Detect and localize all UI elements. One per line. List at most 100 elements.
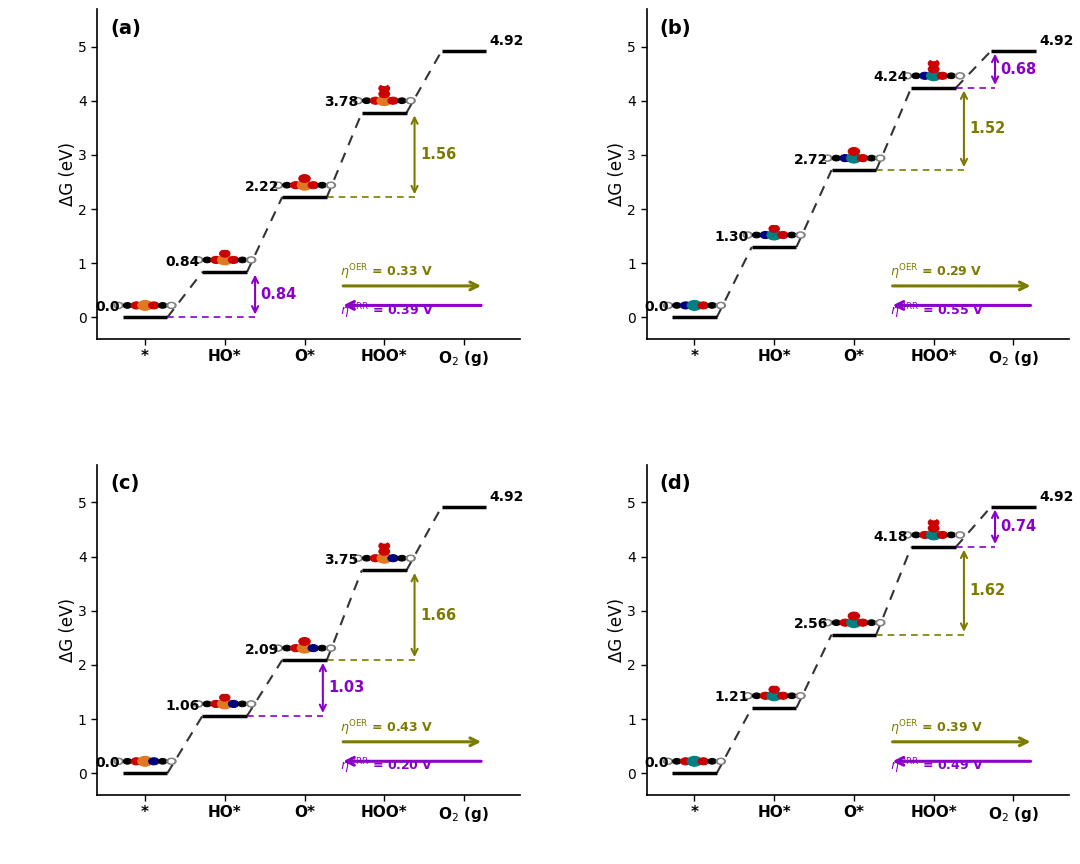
Circle shape (138, 301, 152, 310)
Circle shape (408, 556, 413, 560)
Circle shape (707, 302, 716, 308)
Circle shape (743, 232, 753, 238)
Text: $\eta^{\mathrm{ORR}}$ = 0.39 V: $\eta^{\mathrm{ORR}}$ = 0.39 V (340, 301, 434, 321)
Circle shape (166, 302, 176, 308)
Y-axis label: ΔG (eV): ΔG (eV) (58, 598, 77, 662)
Circle shape (239, 701, 246, 707)
Circle shape (769, 226, 780, 232)
Circle shape (408, 99, 413, 102)
Circle shape (318, 182, 326, 188)
Circle shape (947, 73, 956, 79)
Circle shape (388, 555, 399, 562)
Circle shape (665, 759, 671, 763)
Circle shape (159, 302, 166, 308)
Circle shape (778, 232, 788, 238)
Circle shape (778, 692, 788, 699)
Circle shape (283, 182, 291, 188)
Circle shape (291, 645, 301, 651)
Circle shape (355, 99, 360, 102)
Circle shape (388, 97, 399, 105)
Circle shape (138, 756, 152, 766)
Circle shape (956, 73, 964, 79)
Circle shape (328, 184, 334, 187)
Circle shape (903, 531, 912, 538)
Circle shape (131, 758, 141, 765)
Circle shape (355, 556, 360, 560)
Circle shape (928, 524, 939, 532)
Circle shape (308, 181, 319, 188)
Text: (d): (d) (659, 474, 691, 493)
Circle shape (753, 232, 760, 238)
Text: (c): (c) (110, 474, 139, 493)
Circle shape (221, 245, 228, 250)
Circle shape (297, 643, 312, 653)
Text: 2.56: 2.56 (794, 618, 828, 632)
Circle shape (707, 759, 716, 764)
Circle shape (379, 85, 390, 92)
Circle shape (716, 302, 726, 308)
Text: (a): (a) (110, 18, 140, 37)
Circle shape (928, 519, 939, 526)
Circle shape (718, 759, 724, 763)
Circle shape (840, 619, 850, 626)
Circle shape (912, 73, 920, 79)
Circle shape (377, 553, 392, 563)
Text: 1.30: 1.30 (714, 230, 748, 244)
Circle shape (771, 220, 778, 225)
Circle shape (406, 555, 416, 562)
Circle shape (920, 531, 930, 538)
Text: 1.06: 1.06 (165, 699, 200, 713)
Circle shape (769, 686, 780, 693)
Circle shape (927, 71, 941, 80)
Circle shape (273, 182, 283, 188)
Circle shape (848, 148, 860, 156)
Circle shape (760, 692, 770, 699)
Circle shape (397, 556, 406, 561)
Circle shape (353, 98, 363, 104)
Circle shape (847, 618, 861, 627)
Text: $\eta^{\mathrm{ORR}}$ = 0.20 V: $\eta^{\mathrm{ORR}}$ = 0.20 V (340, 757, 434, 777)
Circle shape (308, 645, 319, 651)
Circle shape (937, 73, 947, 79)
Circle shape (833, 156, 840, 161)
Circle shape (291, 181, 301, 188)
Circle shape (328, 646, 334, 650)
Circle shape (217, 699, 232, 708)
Circle shape (876, 619, 885, 626)
Circle shape (928, 60, 939, 67)
Circle shape (771, 681, 778, 685)
Circle shape (928, 66, 939, 73)
Text: 0.84: 0.84 (165, 255, 200, 269)
Circle shape (131, 302, 141, 309)
Circle shape (840, 155, 850, 162)
Circle shape (680, 302, 691, 309)
Circle shape (743, 693, 753, 699)
Text: 2.22: 2.22 (244, 180, 279, 194)
Text: (b): (b) (659, 18, 691, 37)
Text: $\eta^{\mathrm{OER}}$ = 0.39 V: $\eta^{\mathrm{OER}}$ = 0.39 V (890, 718, 983, 738)
Text: 2.09: 2.09 (245, 643, 279, 657)
Circle shape (665, 304, 671, 307)
Text: 2.72: 2.72 (794, 153, 828, 167)
Circle shape (753, 693, 760, 699)
Circle shape (787, 693, 796, 699)
Circle shape (166, 758, 176, 765)
Circle shape (381, 539, 388, 543)
Text: $\eta^{\mathrm{ORR}}$ = 0.55 V: $\eta^{\mathrm{ORR}}$ = 0.55 V (890, 301, 984, 321)
Circle shape (958, 74, 962, 78)
Circle shape (318, 645, 326, 651)
Circle shape (248, 258, 254, 262)
Circle shape (787, 232, 796, 238)
Circle shape (878, 621, 882, 625)
Text: 4.92: 4.92 (1039, 490, 1074, 504)
Circle shape (114, 758, 123, 765)
Circle shape (193, 257, 203, 264)
Text: 1.52: 1.52 (970, 121, 1005, 137)
Circle shape (920, 73, 930, 79)
Text: 4.92: 4.92 (1039, 34, 1074, 48)
Circle shape (760, 232, 770, 238)
Circle shape (798, 233, 802, 237)
Y-axis label: ΔG (eV): ΔG (eV) (58, 142, 77, 206)
Circle shape (211, 257, 221, 264)
Circle shape (958, 533, 962, 537)
